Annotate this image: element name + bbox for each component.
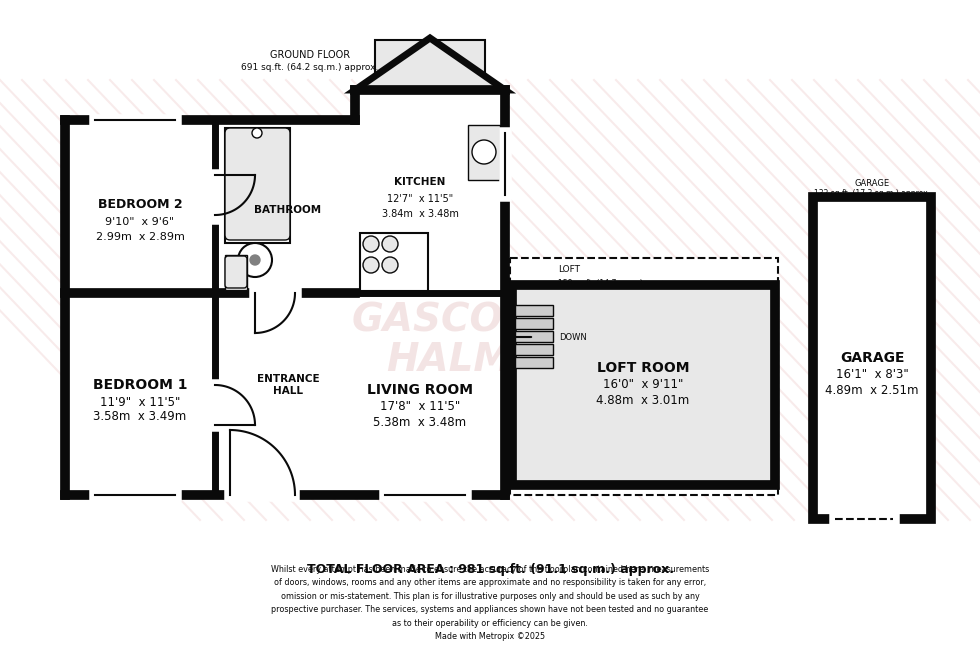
Text: 11'9"  x 11'5": 11'9" x 11'5" [100, 396, 180, 408]
Circle shape [382, 257, 398, 273]
Bar [515, 318, 553, 329]
Text: 9'10"  x 9'6": 9'10" x 9'6" [106, 217, 174, 227]
Bar [225, 255, 247, 290]
Text: 132 sq.ft. (17.3 sq.m.) approx.: 132 sq.ft. (17.3 sq.m.) approx. [814, 189, 930, 197]
Bar [515, 305, 553, 316]
Text: 3.84m  x 3.48m: 3.84m x 3.48m [381, 209, 459, 219]
Text: 4.89m  x 2.51m: 4.89m x 2.51m [825, 384, 919, 396]
Bar [510, 258, 778, 495]
Circle shape [382, 236, 398, 252]
Bar [515, 331, 553, 342]
Text: BEDROOM 1: BEDROOM 1 [93, 378, 187, 392]
Text: 2.99m  x 2.89m: 2.99m x 2.89m [96, 232, 184, 242]
Bar [515, 357, 553, 368]
Bar [360, 233, 428, 291]
Circle shape [252, 128, 262, 138]
Text: LIVING ROOM: LIVING ROOM [367, 383, 473, 397]
Circle shape [363, 236, 379, 252]
Text: 3.58m  x 3.49m: 3.58m x 3.49m [93, 410, 186, 424]
Bar [355, 90, 505, 495]
Text: GROUND FLOOR: GROUND FLOOR [270, 50, 350, 60]
Bar [813, 197, 931, 519]
Circle shape [472, 140, 496, 164]
Text: 16'0"  x 9'11": 16'0" x 9'11" [603, 378, 683, 392]
Text: 16'1"  x 8'3": 16'1" x 8'3" [836, 369, 908, 382]
Bar [375, 40, 485, 90]
Bar [515, 344, 553, 355]
Circle shape [250, 255, 260, 265]
Text: 691 sq.ft. (64.2 sq.m.) approx.: 691 sq.ft. (64.2 sq.m.) approx. [241, 62, 378, 72]
FancyBboxPatch shape [225, 128, 290, 240]
Text: HALMAN: HALMAN [386, 341, 574, 379]
Polygon shape [355, 38, 505, 90]
FancyBboxPatch shape [225, 256, 247, 288]
Text: 158 sq.ft. (14.7 sq.m.) approx.: 158 sq.ft. (14.7 sq.m.) approx. [558, 278, 674, 288]
Text: BATHROOM: BATHROOM [255, 205, 321, 215]
Text: ENTRANCE
HALL: ENTRANCE HALL [257, 374, 319, 396]
Text: 5.38m  x 3.48m: 5.38m x 3.48m [373, 416, 466, 428]
Bar [225, 128, 290, 243]
Bar [512, 285, 775, 485]
Text: 12'7"  x 11'5": 12'7" x 11'5" [387, 194, 453, 204]
Text: GARAGE: GARAGE [840, 351, 905, 365]
Text: TOTAL FLOOR AREA : 981 sq.ft. (91.1 sq.m.) approx.: TOTAL FLOOR AREA : 981 sq.ft. (91.1 sq.m… [307, 564, 673, 576]
Circle shape [363, 257, 379, 273]
Text: LOFT: LOFT [558, 266, 580, 274]
Text: DOWN: DOWN [559, 333, 587, 341]
Bar [65, 120, 355, 495]
Text: 4.88m  x 3.01m: 4.88m x 3.01m [597, 394, 690, 406]
Bar [468, 125, 500, 180]
Text: BEDROOM 2: BEDROOM 2 [98, 199, 182, 212]
Text: LOFT ROOM: LOFT ROOM [597, 361, 689, 375]
Text: 17'8"  x 11'5": 17'8" x 11'5" [380, 400, 461, 414]
Text: GASCOIGNE: GASCOIGNE [352, 301, 609, 339]
Text: Whilst every attempt has been made to ensure the accuracy of the floorplan conta: Whilst every attempt has been made to en… [270, 564, 710, 641]
Circle shape [238, 243, 272, 277]
Text: KITCHEN: KITCHEN [394, 177, 446, 187]
Text: GARAGE: GARAGE [855, 179, 890, 187]
